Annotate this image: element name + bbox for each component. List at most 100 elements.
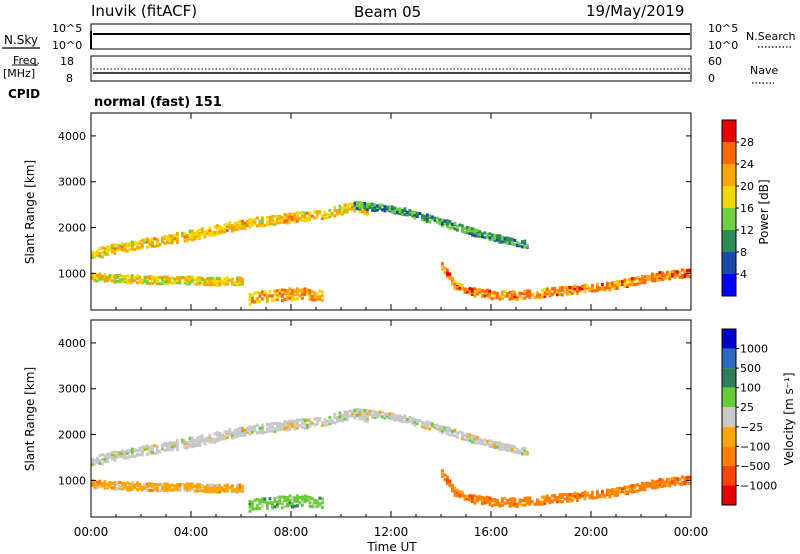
echo-cell [168,277,172,281]
velocity-colorbar-tick-label: 1000 [740,343,768,356]
echo-cell [268,215,272,220]
echo-cell [98,459,102,463]
echo-cell [186,239,189,243]
echo-cell [436,423,439,427]
echo-cell [246,223,249,227]
echo-cell [488,237,492,242]
echo-cell [501,237,504,241]
echo-cell [248,499,252,504]
echo-cell [218,436,222,440]
echo-cell [481,293,484,297]
echo-cell [188,486,192,490]
echo-cell [286,295,289,299]
echo-cell [223,437,227,441]
echo-cell [308,211,312,215]
echo-cell [248,509,252,513]
echo-cell [483,289,487,293]
echo-cell [158,282,162,286]
echo-cell [486,288,489,292]
echo-cell [193,277,197,281]
echo-cell [266,429,269,433]
velocity-colorbar-tick-label: −100 [740,440,770,453]
echo-cell [113,487,117,491]
echo-cell [151,447,154,451]
station-title: Inuvik (fitACF) [91,2,197,20]
echo-cell [426,426,429,430]
echo-cell [186,446,189,450]
echo-cell [96,251,99,255]
echo-cell [653,486,657,490]
echo-cell [176,487,179,492]
echo-cell [671,481,674,485]
echo-cell [276,221,279,225]
echo-cell [518,293,522,297]
echo-cell [118,279,122,284]
echo-cell [318,295,322,299]
echo-cell [338,415,342,419]
echo-cell [473,437,477,441]
echo-cell [266,423,269,427]
echo-cell [273,293,277,297]
echo-cell [526,452,529,456]
echo-cell [108,278,112,282]
echo-cell [186,234,189,238]
echo-cell [313,417,317,421]
echo-cell [478,495,482,499]
echo-cell [96,279,99,283]
echo-cell [193,235,197,239]
echo-cell [323,418,327,422]
echo-cell [213,230,217,235]
echo-cell [401,212,404,216]
echo-cell [191,485,194,489]
echo-cell [91,250,94,254]
echo-cell [241,489,244,493]
echo-cell [101,484,104,488]
echo-cell [526,292,529,296]
echo-cell [461,283,464,287]
echo-cell [511,240,514,245]
echo-cell [466,433,469,437]
echo-cell [328,416,332,420]
echo-cell [198,485,202,489]
echo-cell [343,417,347,421]
echo-cell [346,206,349,210]
echo-cell [121,248,124,252]
echo-cell [288,217,292,221]
echo-cell [433,216,437,220]
velocity-colorbar-box [722,348,736,369]
echo-cell [241,429,244,433]
echo-cell [683,275,687,279]
echo-cell [678,275,682,279]
echo-cell [198,443,202,447]
echo-cell [241,219,244,223]
echo-cell [508,294,512,298]
echo-cell [283,419,287,424]
echo-cell [401,419,404,423]
echo-cell [448,427,452,431]
echo-cell [553,291,557,295]
echo-cell [283,422,287,426]
echo-cell [378,203,382,207]
echo-cell [551,499,554,503]
echo-cell [186,441,189,445]
echo-cell [458,282,462,287]
echo-cell [666,480,669,484]
echo-cell [523,503,527,507]
echo-cell [483,442,487,447]
echo-cell [443,266,447,270]
echo-cell [516,504,519,509]
echo-cell [456,224,459,228]
echo-cell [421,420,424,425]
echo-cell [391,417,394,421]
echo-cell [196,489,199,493]
echo-cell [371,202,374,206]
echo-cell [481,235,484,239]
echo-cell [156,489,159,493]
echo-cell [643,278,647,283]
echo-cell [273,298,277,302]
echo-cell [231,281,234,285]
echo-cell [526,245,529,249]
echo-cell [278,288,282,292]
echo-cell [198,483,202,487]
